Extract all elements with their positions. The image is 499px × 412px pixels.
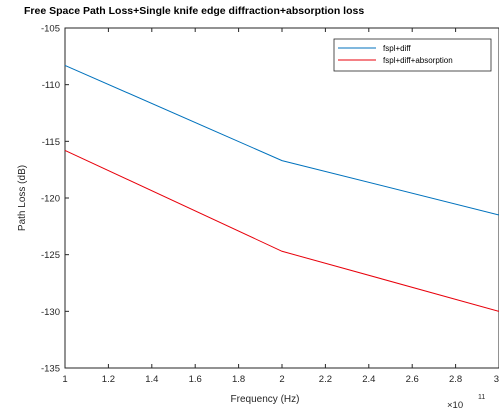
y-tick-label: -125 [41, 250, 60, 261]
legend: fspl+diff fspl+diff+absorption [333, 38, 492, 72]
y-axis-ticks: -135 -130 -125 -120 -115 -110 -105 [41, 24, 69, 375]
x-axis-ticks: 1 1.2 1.4 1.6 1.8 2 2.2 2.4 2.6 2.8 3 [62, 28, 499, 385]
y-tick-label: -130 [41, 307, 60, 318]
y-tick-label: -120 [41, 194, 60, 205]
legend-label-1: fspl+diff [383, 44, 411, 53]
x-tick-label: 1 [62, 374, 67, 385]
x-tick-label: 1.8 [232, 374, 245, 385]
y-tick-label: -105 [41, 24, 60, 35]
x-tick-label: 2 [279, 374, 284, 385]
plot-frame [64, 27, 499, 369]
series-layer [64, 64, 499, 312]
x-axis-multiplier: ×10 11 [447, 394, 485, 411]
y-tick-label: -110 [42, 80, 60, 91]
series-line-1 [64, 64, 499, 216]
x-tick-label: 2.4 [362, 374, 375, 385]
x-tick-label: 1.6 [189, 374, 202, 385]
series-line-2 [64, 149, 499, 312]
x-tick-label: 1.4 [145, 374, 158, 385]
x-axis-label: Frequency (Hz) [231, 394, 300, 405]
legend-box [333, 38, 492, 72]
x-tick-label: 3 [494, 374, 499, 385]
y-tick-label: -135 [41, 364, 60, 375]
y-axis-label: Path Loss (dB) [17, 165, 28, 231]
x-tick-label: 2.6 [406, 374, 419, 385]
x-axis-multiplier-exponent: 11 [478, 394, 485, 401]
legend-label-2: fspl+diff+absorption [383, 56, 453, 65]
x-tick-label: 2.8 [449, 374, 462, 385]
x-tick-label: 1.2 [102, 374, 115, 385]
x-tick-label: 2.2 [319, 374, 332, 385]
svg-text:×10: ×10 [447, 400, 463, 411]
y-tick-label: -115 [42, 137, 60, 148]
chart-title: Free Space Path Loss+Single knife edge d… [24, 5, 364, 17]
